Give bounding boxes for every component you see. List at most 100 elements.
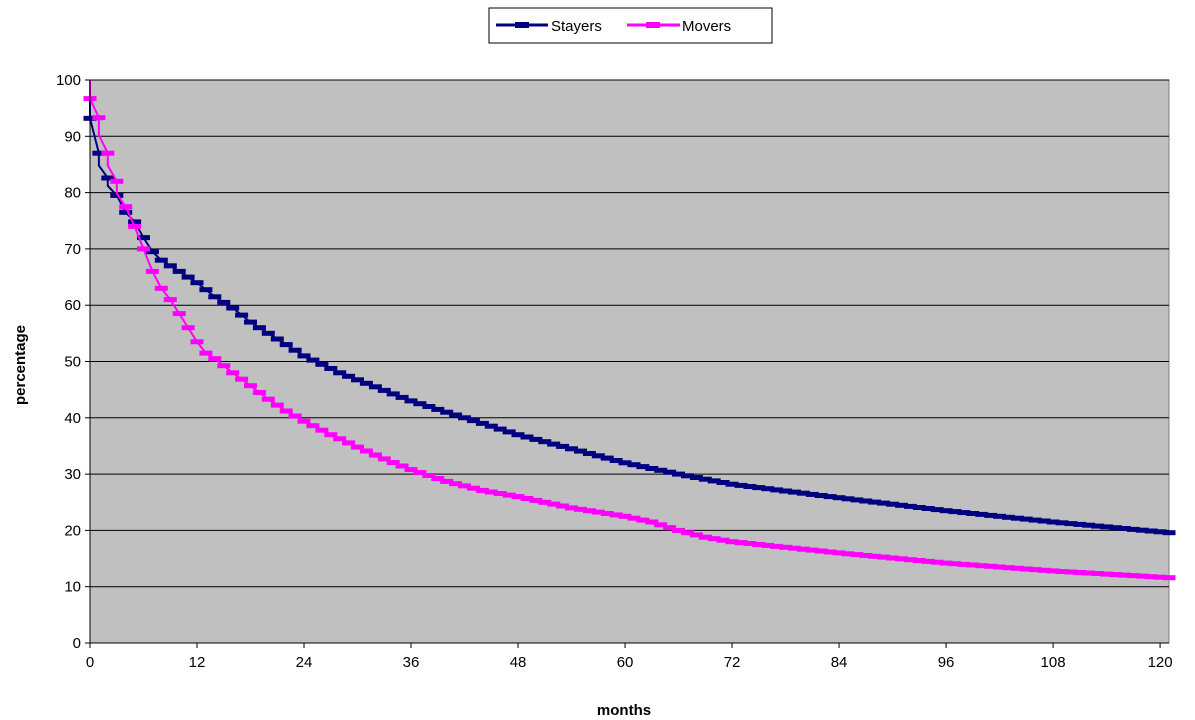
data-marker bbox=[609, 512, 623, 518]
data-marker bbox=[172, 311, 186, 317]
x-tick-label: 36 bbox=[403, 654, 420, 671]
data-marker bbox=[404, 467, 418, 473]
data-marker bbox=[235, 312, 249, 318]
data-marker bbox=[886, 555, 900, 561]
data-marker bbox=[547, 501, 561, 507]
data-marker bbox=[779, 488, 793, 494]
data-marker bbox=[128, 223, 142, 229]
data-marker bbox=[877, 500, 891, 506]
data-marker bbox=[698, 476, 712, 482]
data-marker bbox=[1055, 569, 1069, 574]
data-marker bbox=[1028, 567, 1042, 573]
data-marker bbox=[663, 469, 677, 475]
data-marker bbox=[137, 235, 150, 241]
data-marker bbox=[868, 499, 882, 505]
data-marker bbox=[261, 330, 275, 336]
data-marker bbox=[788, 489, 801, 495]
data-marker bbox=[1153, 574, 1167, 580]
data-marker bbox=[1064, 569, 1078, 575]
y-tick-label: 40 bbox=[64, 410, 81, 427]
data-marker bbox=[1100, 571, 1114, 577]
data-marker bbox=[886, 501, 900, 507]
data-marker bbox=[957, 561, 971, 567]
data-marker bbox=[502, 492, 516, 498]
data-marker bbox=[1135, 527, 1149, 533]
data-marker bbox=[930, 559, 944, 565]
data-marker bbox=[1028, 517, 1042, 523]
data-marker bbox=[270, 336, 284, 342]
data-marker bbox=[591, 509, 605, 515]
data-marker bbox=[119, 209, 133, 215]
data-marker bbox=[1109, 572, 1122, 578]
data-marker bbox=[859, 498, 873, 504]
data-marker bbox=[511, 432, 525, 438]
data-marker bbox=[154, 257, 168, 263]
data-marker bbox=[770, 487, 784, 493]
data-marker bbox=[1002, 514, 1015, 520]
data-marker bbox=[921, 506, 935, 511]
data-marker bbox=[1046, 568, 1060, 574]
y-tick-label: 80 bbox=[64, 185, 81, 202]
data-marker bbox=[377, 387, 391, 393]
data-marker bbox=[226, 305, 240, 311]
data-marker bbox=[609, 458, 623, 463]
data-marker bbox=[359, 448, 373, 454]
data-marker bbox=[984, 512, 998, 518]
data-marker bbox=[431, 406, 445, 412]
data-marker bbox=[698, 534, 712, 540]
data-marker bbox=[600, 511, 614, 516]
x-tick-label: 72 bbox=[724, 654, 741, 671]
data-marker bbox=[297, 353, 311, 359]
data-marker bbox=[1153, 529, 1167, 535]
data-marker bbox=[930, 507, 944, 513]
data-marker bbox=[788, 545, 801, 551]
y-tick-label: 10 bbox=[64, 579, 81, 596]
data-marker bbox=[163, 263, 177, 269]
data-marker bbox=[520, 496, 534, 501]
data-marker bbox=[645, 519, 659, 525]
x-tick-label: 0 bbox=[86, 654, 94, 671]
data-marker bbox=[814, 493, 828, 498]
data-marker bbox=[288, 347, 302, 353]
data-marker bbox=[252, 390, 266, 395]
data-marker bbox=[716, 537, 730, 543]
data-marker bbox=[645, 466, 659, 471]
data-marker bbox=[422, 404, 436, 409]
data-marker bbox=[1162, 575, 1176, 581]
data-marker bbox=[101, 150, 115, 156]
data-marker bbox=[395, 463, 409, 469]
data-marker bbox=[1010, 565, 1024, 571]
data-marker bbox=[529, 436, 543, 442]
data-marker bbox=[734, 482, 748, 488]
data-marker bbox=[1100, 524, 1114, 530]
data-marker bbox=[101, 175, 115, 181]
y-tick-label: 20 bbox=[64, 522, 81, 539]
data-marker bbox=[324, 432, 338, 438]
data-marker bbox=[868, 553, 882, 559]
y-tick-label: 50 bbox=[64, 354, 81, 371]
data-marker bbox=[288, 413, 302, 419]
data-marker bbox=[493, 491, 507, 496]
data-marker bbox=[627, 515, 641, 521]
data-marker bbox=[975, 511, 989, 517]
data-marker bbox=[190, 280, 204, 286]
data-marker bbox=[948, 561, 962, 567]
data-marker bbox=[92, 115, 106, 121]
data-marker bbox=[190, 339, 204, 345]
data-marker bbox=[681, 473, 694, 479]
data-marker bbox=[377, 456, 391, 462]
data-marker bbox=[163, 297, 177, 303]
data-marker bbox=[689, 475, 703, 480]
y-tick-label: 60 bbox=[64, 297, 81, 314]
data-marker bbox=[823, 494, 837, 500]
data-marker bbox=[466, 418, 480, 424]
legend-label-movers: Movers bbox=[682, 18, 731, 35]
data-marker bbox=[725, 481, 739, 487]
data-marker bbox=[297, 418, 311, 424]
data-marker bbox=[458, 483, 471, 489]
y-tick-label: 90 bbox=[64, 128, 81, 145]
data-marker bbox=[654, 467, 668, 473]
axes: 0 10 20 30 40 50 60 70 80 90 100 0 12 24 36 48 60 72 84 96 1… bbox=[56, 72, 1173, 671]
data-marker bbox=[92, 150, 106, 156]
data-marker bbox=[805, 491, 819, 497]
